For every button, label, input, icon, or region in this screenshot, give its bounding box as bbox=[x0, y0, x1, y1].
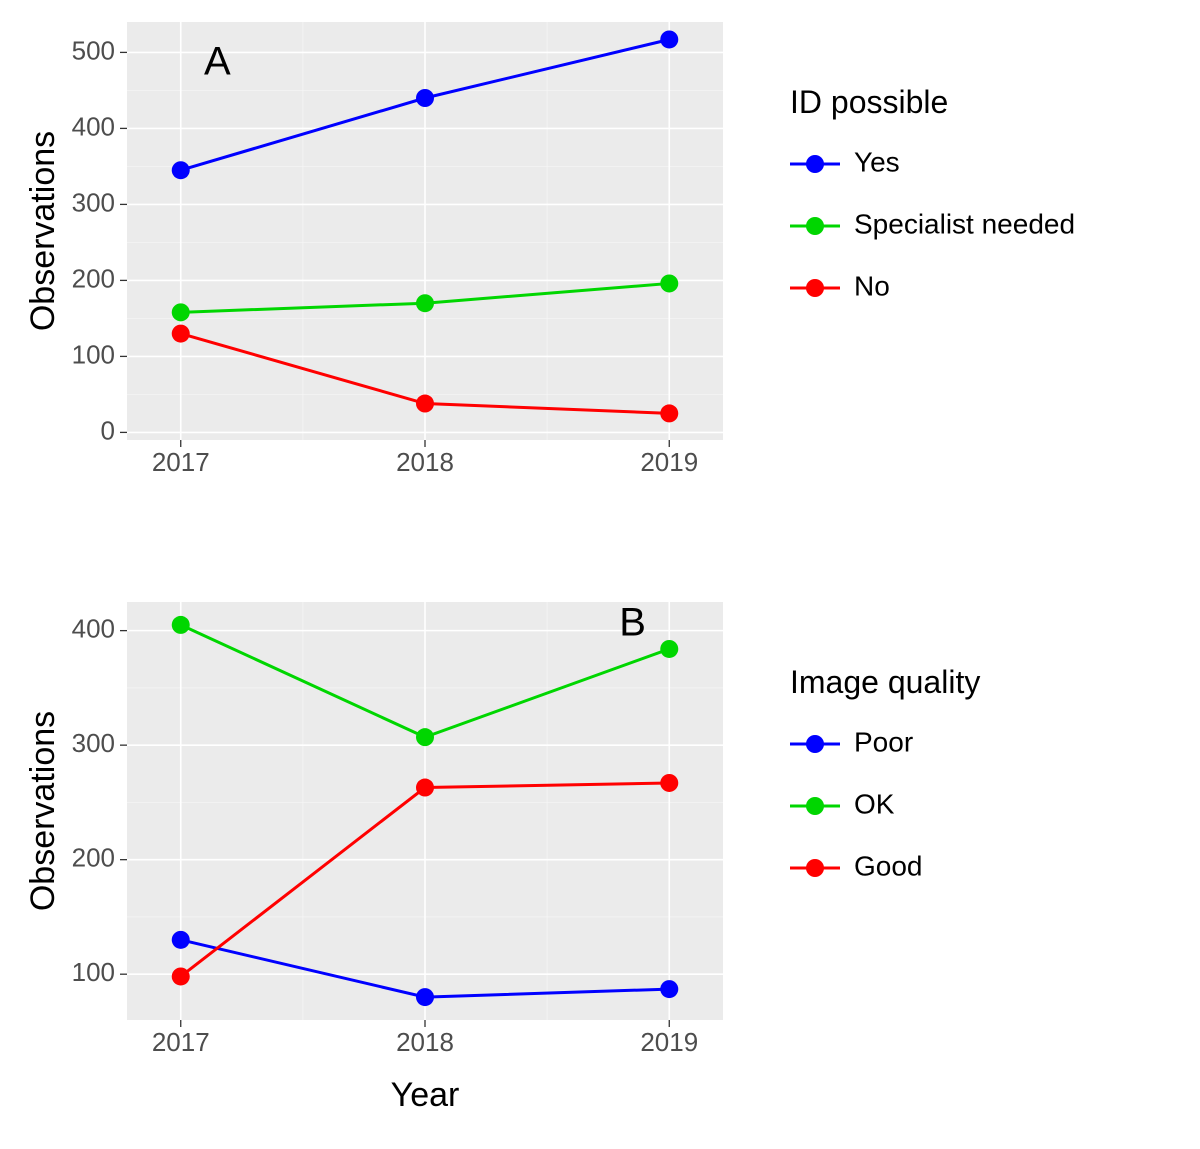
figure-svg: 0 100 200 300 400 500 2017 2018 2019 A Observation… bbox=[0, 0, 1200, 1144]
y-tick-label: 0 bbox=[101, 415, 115, 445]
y-axis-title: Observations bbox=[24, 711, 62, 911]
legend: Image quality Poor OK Good bbox=[790, 664, 980, 886]
series-point-specialist-needed bbox=[416, 294, 434, 312]
legend-item: Specialist needed bbox=[790, 208, 1075, 244]
series-point-poor bbox=[416, 988, 434, 1006]
series-point-yes bbox=[172, 161, 190, 179]
panel-B: 100 200 300 400 2017 2018 2019 B Observations Yea… bbox=[24, 600, 980, 1114]
legend-label: Poor bbox=[854, 726, 913, 757]
x-tick-label: 2017 bbox=[152, 447, 210, 477]
legend-item: Poor bbox=[790, 726, 913, 762]
y-tick-label: 300 bbox=[72, 728, 115, 758]
series-point-no bbox=[416, 395, 434, 413]
legend-point-icon bbox=[806, 859, 824, 877]
series-point-no bbox=[172, 325, 190, 343]
y-tick-label: 200 bbox=[72, 843, 115, 873]
panel-A: 0 100 200 300 400 500 2017 2018 2019 A Observation… bbox=[24, 22, 1075, 477]
x-axis-title: Year bbox=[391, 1076, 460, 1114]
legend-item: Good bbox=[790, 850, 923, 886]
panel-label: B bbox=[619, 600, 646, 644]
series-point-specialist-needed bbox=[660, 274, 678, 292]
series-point-good bbox=[660, 774, 678, 792]
legend-point-icon bbox=[806, 155, 824, 173]
series-point-poor bbox=[172, 931, 190, 949]
legend-title: ID possible bbox=[790, 84, 948, 120]
legend-title: Image quality bbox=[790, 664, 980, 700]
x-tick-label: 2019 bbox=[640, 1027, 698, 1057]
legend-label: Good bbox=[854, 850, 923, 881]
legend-point-icon bbox=[806, 735, 824, 753]
series-point-yes bbox=[660, 30, 678, 48]
y-tick-label: 400 bbox=[72, 111, 115, 141]
legend-label: OK bbox=[854, 788, 895, 819]
legend-point-icon bbox=[806, 279, 824, 297]
legend-point-icon bbox=[806, 797, 824, 815]
y-tick-label: 200 bbox=[72, 263, 115, 293]
series-point-good bbox=[416, 779, 434, 797]
legend: ID possible Yes Specialist needed No bbox=[790, 84, 1075, 306]
panel-label: A bbox=[204, 39, 231, 83]
y-axis-title: Observations bbox=[24, 131, 62, 331]
legend-item: OK bbox=[790, 788, 895, 824]
legend-item: Yes bbox=[790, 146, 900, 182]
x-tick-label: 2019 bbox=[640, 447, 698, 477]
legend-label: No bbox=[854, 270, 890, 301]
x-tick-label: 2017 bbox=[152, 1027, 210, 1057]
figure-root: 0 100 200 300 400 500 2017 2018 2019 A Observation… bbox=[0, 0, 1200, 1144]
legend-label: Yes bbox=[854, 146, 900, 177]
legend-item: No bbox=[790, 270, 890, 306]
x-tick-label: 2018 bbox=[396, 447, 454, 477]
x-tick-label: 2018 bbox=[396, 1027, 454, 1057]
y-tick-label: 100 bbox=[72, 957, 115, 987]
y-tick-label: 400 bbox=[72, 614, 115, 644]
y-tick-label: 100 bbox=[72, 339, 115, 369]
series-point-yes bbox=[416, 89, 434, 107]
series-point-ok bbox=[172, 616, 190, 634]
series-point-no bbox=[660, 404, 678, 422]
series-point-poor bbox=[660, 980, 678, 998]
legend-label: Specialist needed bbox=[854, 208, 1075, 239]
y-tick-label: 500 bbox=[72, 35, 115, 65]
series-point-good bbox=[172, 967, 190, 985]
series-point-ok bbox=[416, 728, 434, 746]
y-tick-label: 300 bbox=[72, 187, 115, 217]
series-point-ok bbox=[660, 640, 678, 658]
legend-point-icon bbox=[806, 217, 824, 235]
series-point-specialist-needed bbox=[172, 303, 190, 321]
